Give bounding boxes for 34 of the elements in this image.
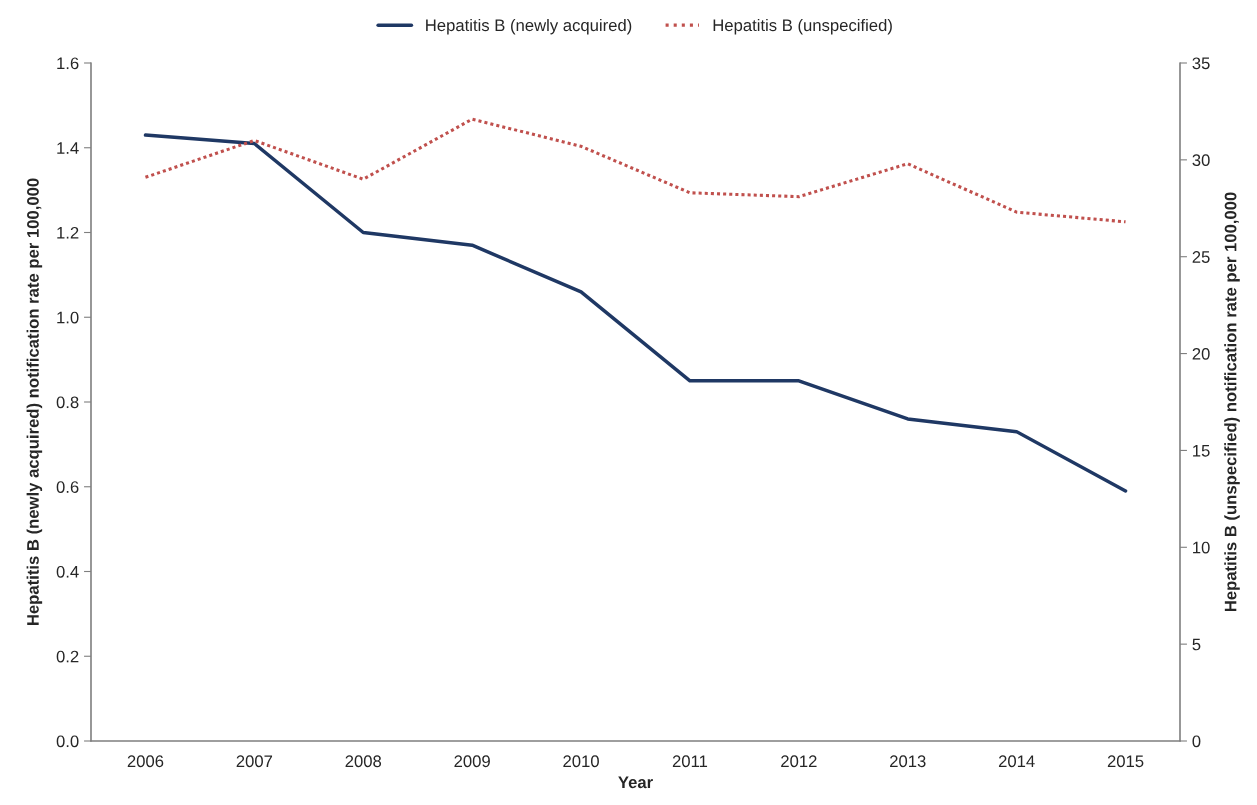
y2-tick-label: 35	[1192, 57, 1210, 70]
y2-tick-label: 0	[1192, 735, 1201, 748]
legend-label: Hepatitis B (unspecified)	[713, 18, 892, 35]
x-tick-label: 2014	[998, 755, 1035, 768]
x-tick-label: 2013	[890, 755, 926, 768]
y2-tick-label: 30	[1192, 154, 1210, 167]
x-tick-label: 2007	[236, 755, 273, 768]
y-tick-label: 1.4	[57, 142, 79, 154]
y-tick-label: 1.6	[57, 57, 79, 70]
y-axis-title: Hepatitis B (newly acquired) notification rate per 100,000	[26, 178, 43, 626]
x-tick-label: 2008	[345, 755, 382, 768]
y2-axis-title: Hepatitis B (unspecified) notification rate per 100,000	[1224, 192, 1240, 612]
y2-tick-label: 10	[1193, 541, 1210, 554]
y2-tick-label: 5	[1192, 638, 1201, 651]
y2-tick-label: 25	[1192, 251, 1210, 263]
y-tick-label: 1.0	[57, 311, 79, 324]
y2-tick-label: 20	[1192, 347, 1210, 360]
x-axis-title: Year	[618, 776, 653, 789]
line-series	[143, 117, 1128, 224]
x-tick-label: 2006	[127, 755, 164, 768]
y-tick-label: 0.0	[56, 735, 79, 748]
legend-label: Hepatitis B (newly acquired)	[426, 18, 632, 35]
y-tick-label: 0.4	[56, 565, 79, 578]
y2-tick-label: 15	[1193, 445, 1210, 457]
y-tick-label: 1.2	[57, 226, 79, 239]
y-tick-label: 0.8	[56, 396, 79, 409]
y-tick-label: 0.2	[56, 650, 79, 663]
x-tick-label: 2015	[1107, 755, 1144, 768]
y-tick-label: 0.6	[56, 481, 79, 493]
x-tick-label: 2009	[454, 755, 490, 768]
x-tick-label: 2010	[563, 755, 599, 768]
x-tick-label: 2011	[672, 755, 708, 768]
x-tick-label: 2012	[781, 755, 817, 768]
line-series	[143, 133, 1128, 493]
